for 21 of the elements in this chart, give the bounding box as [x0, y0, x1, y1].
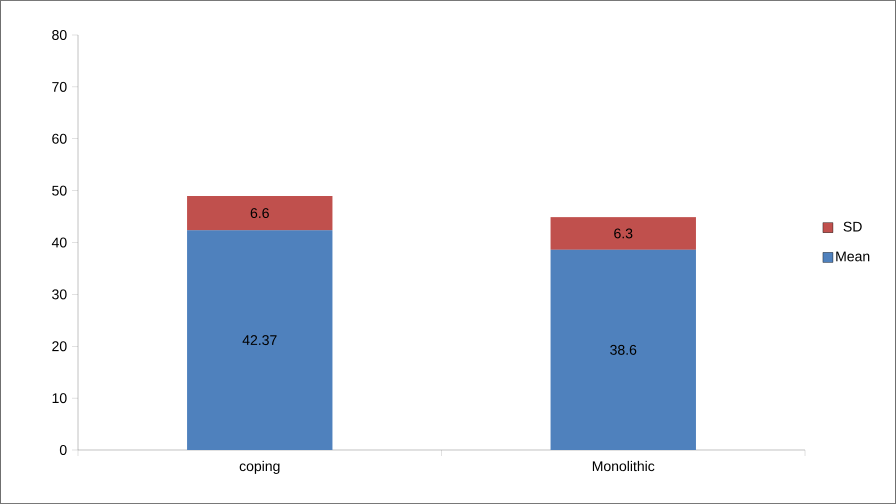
y-tick-label: 40 [52, 238, 67, 248]
x-tick-label: coping [240, 460, 280, 474]
y-tick-label: 10 [52, 393, 67, 404]
y-tick-label: 20 [52, 341, 67, 352]
y-tick-label: 70 [52, 82, 67, 92]
bar [187, 196, 332, 230]
x-tick-label: Monolithic [592, 460, 654, 472]
data-label: 42.37 [242, 335, 277, 346]
y-tick-label: 30 [52, 289, 67, 300]
legend-label: Mean [836, 252, 870, 262]
data-label: 6.3 [614, 228, 632, 238]
legend-label: SD [844, 222, 862, 232]
y-tick-label: 0 [60, 445, 67, 455]
y-tick-label: 80 [52, 30, 67, 40]
bar [187, 230, 332, 450]
y-tick-label: 60 [52, 134, 67, 144]
data-label: 6.6 [250, 208, 269, 218]
bar [550, 217, 696, 250]
data-label: 38.6 [610, 344, 636, 355]
y-tick-label: 50 [52, 186, 67, 196]
bar [550, 250, 696, 450]
